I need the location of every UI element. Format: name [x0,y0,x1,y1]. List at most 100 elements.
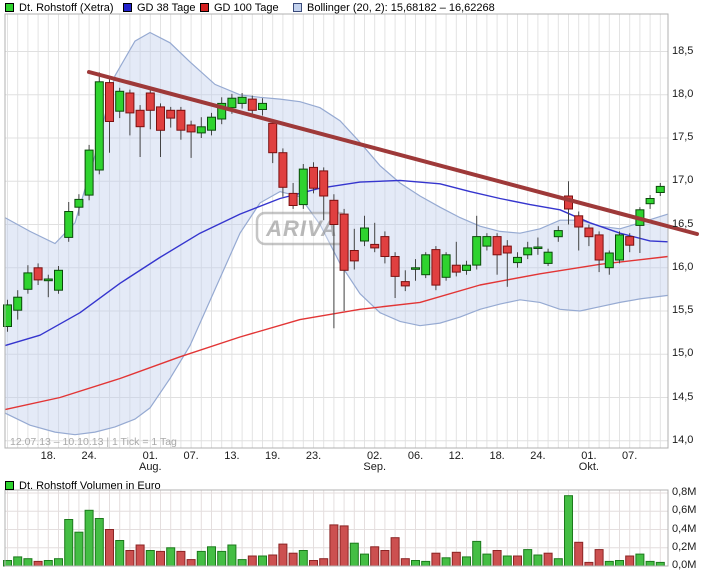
volume-bar [441,557,451,567]
candle-body [523,247,533,256]
volume-bar [207,546,216,567]
date-axis-tick: 01. [581,450,597,462]
volume-bar [217,550,227,567]
candle-body [207,116,216,131]
candle-body [309,166,318,189]
price-axis-tick: 17,0 [672,174,694,187]
volume-bar [411,560,420,567]
volume-bar [329,524,339,567]
candle-body [258,102,267,111]
volume-bar [655,561,665,567]
legend-item-gd100: GD 100 Tage [200,1,279,14]
volume-bar [421,560,431,567]
volume-legend-label: Dt. Rohstoff Volumen in Euro [19,479,161,492]
volume-bar [278,543,288,567]
legend-item-gd38: GD 38 Tage [123,1,196,14]
volume-legend-swatch [5,481,14,490]
candle-body [615,234,624,261]
volume-bar [604,560,614,567]
price-axis-tick: 15,5 [672,304,694,316]
volume-bar [135,544,145,567]
price-axis-tick: 18,5 [672,44,694,57]
candle-body [594,234,604,261]
candle-body [125,92,135,114]
date-axis-tick: 18. [489,450,505,462]
candle-body [645,198,655,205]
volume-bar [462,556,471,567]
volume-bar [258,555,267,567]
legend-label: Bollinger (20, 2): 15,68182 – 16,62268 [307,1,495,14]
date-axis-tick: 07. [622,450,638,462]
date-axis-tick: 23. [305,450,322,462]
candle-body [390,256,400,277]
candle-body [145,92,155,111]
bollinger-upper-line [4,31,669,245]
trend-line [87,70,699,236]
candle-body [227,97,237,109]
legend-label: GD 38 Tage [137,1,196,14]
volume-bar [625,555,635,567]
volume-bar [115,540,125,567]
candle-body [492,236,502,256]
date-range-note: 12.07.13 – 10.10.13 | 1 Tick = 1 Tag [10,436,177,448]
volume-bar [370,546,380,567]
volume-bar [615,560,624,567]
volume-axis-tick: 0,8M [672,486,697,498]
volume-bar [645,560,655,567]
date-axis-tick: 19. [265,450,281,462]
date-axis-tick: 07. [183,450,199,462]
volume-bar [553,558,563,567]
gd100-line [4,255,669,411]
volume-bar [564,495,573,567]
date-axis-tick: 24. [81,450,97,462]
date-axis-tick: 18. [40,450,56,462]
volume-bar [74,531,84,567]
price-axis-tick: 15,0 [672,347,694,360]
legend-swatch [200,3,209,12]
candle-body [441,254,451,278]
volume-bar [288,552,298,567]
volume-bar [186,559,196,567]
volume-bar [635,553,645,567]
date-axis-tick: 06. [407,450,424,462]
candle-body [574,215,584,228]
volume-bar [594,549,604,567]
volume-bar [472,540,482,567]
candle-body [655,185,665,193]
candle-body [23,272,33,290]
candle-body [360,227,369,242]
volume-bar [196,550,206,567]
candle-body [451,264,461,273]
volume-bar [13,556,23,567]
candle-body [349,250,359,262]
volume-axis-tick: 0,0M [672,559,697,571]
legend-swatch [293,3,302,12]
date-axis-month: Okt. [578,461,599,473]
candle-body [462,264,471,271]
date-axis-tick: 12. [448,450,464,462]
price-panel-frame [4,13,669,449]
price-axis-tick: 14,5 [672,390,694,403]
candle-body [217,102,227,120]
legend-label: Dt. Rohstoff (Xetra) [19,1,114,14]
legend-swatch [5,3,14,12]
price-axis-tick: 18,0 [672,87,694,100]
candle-body [533,246,543,249]
volume-bar [43,560,53,567]
candle-body [604,252,614,269]
volume-panel-frame [4,489,669,567]
date-axis-tick: 01. [142,450,158,462]
volume-bar [380,550,390,567]
legend-swatch [123,3,132,12]
volume-bar [533,554,543,567]
price-axis-tick: 16,5 [672,217,694,230]
candle-body [135,109,145,128]
price-axis-tick: 17,5 [672,131,694,143]
candle-body [3,304,12,327]
volume-bar [247,555,257,567]
volume-bar [33,560,43,567]
candle-body [247,98,257,111]
volume-bar [176,550,186,567]
